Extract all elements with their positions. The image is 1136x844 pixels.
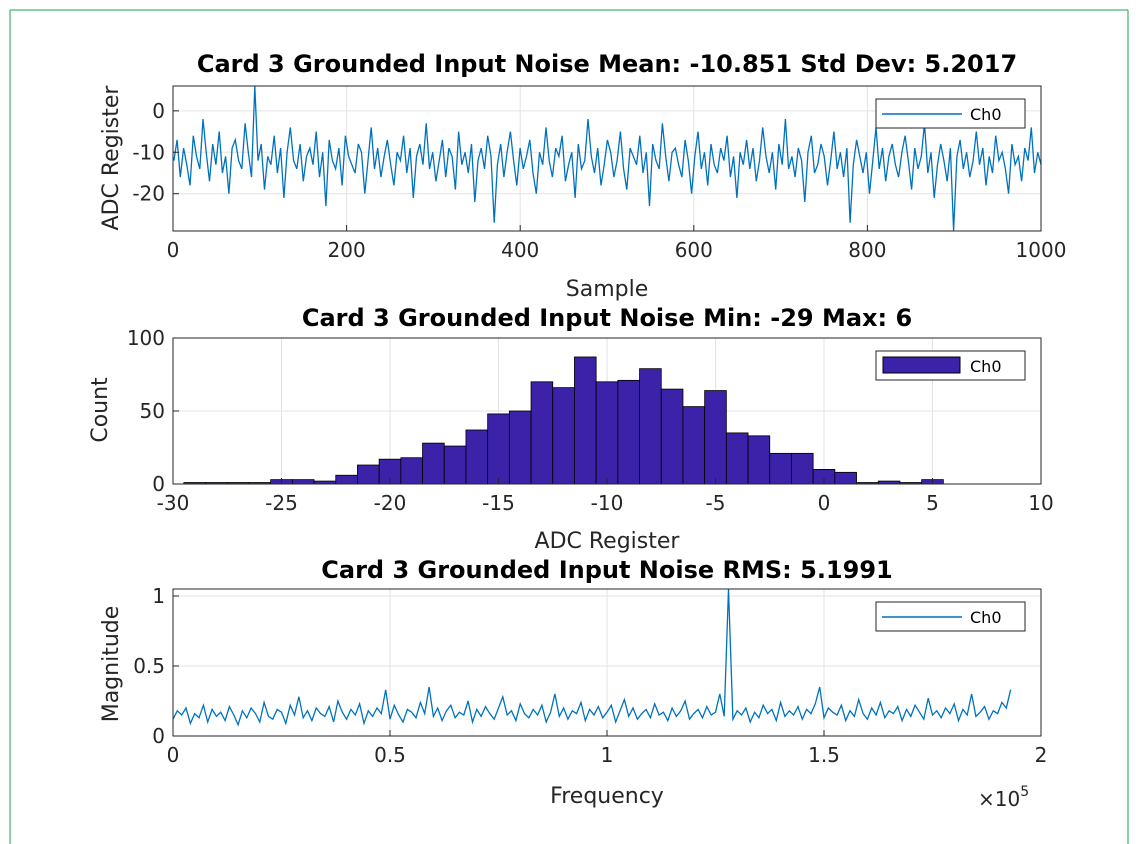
histogram-bar: [291, 479, 315, 485]
histogram-bar: [747, 435, 771, 485]
histogram-ytick-label: 0: [152, 472, 165, 496]
histogram-bar: [487, 413, 510, 485]
spectrum-xtick-label: 2: [1035, 743, 1048, 767]
time-series-xlabel: Sample: [566, 277, 649, 302]
histogram-bar: [682, 406, 706, 485]
time-series-ylabel: ADC Register: [99, 85, 124, 231]
spectrum-xtick-label: 0: [167, 743, 180, 767]
histogram-bar: [422, 442, 445, 485]
histogram-bar: [834, 471, 857, 485]
time-series-legend: Ch0: [875, 98, 1026, 129]
histogram-bar: [552, 387, 575, 485]
histogram-bar: [335, 474, 358, 485]
histogram-bar: [508, 410, 532, 485]
time-series-xtick-label: 200: [328, 238, 366, 262]
time-series-xtick-label: 0: [167, 238, 180, 262]
time-series-line-ch0: [173, 85, 1042, 232]
time-series-ytick-label: -20: [132, 182, 165, 206]
histogram-xtick-label: -10: [591, 491, 624, 515]
histogram-bar: [465, 429, 489, 485]
spectrum-ylabel: Magnitude: [99, 606, 124, 723]
histogram-legend: Ch0: [875, 350, 1026, 381]
histogram-ytick-label: 100: [127, 326, 165, 350]
histogram-bar: [530, 381, 554, 485]
histogram-ylabel: Count: [88, 377, 113, 443]
spectrum-panel: Card 3 Grounded Input Noise RMS: 5.1991 …: [99, 556, 1047, 811]
histogram-bar: [443, 445, 467, 485]
histogram-bar: [357, 464, 380, 485]
spectrum-title: Card 3 Grounded Input Noise RMS: 5.1991: [321, 556, 892, 584]
histogram-xtick-label: -20: [374, 491, 407, 515]
histogram-xtick-label: 10: [1028, 491, 1053, 515]
histogram-xlabel: ADC Register: [535, 529, 681, 554]
spectrum-xtick-label: 1: [601, 743, 614, 767]
histogram-bar: [791, 452, 814, 485]
time-series-xtick-label: 600: [675, 238, 713, 262]
histogram-title: Card 3 Grounded Input Noise Min: -29 Max…: [302, 304, 912, 332]
histogram-xtick-label: 5: [926, 491, 939, 515]
spectrum-line-ch0: [172, 588, 1012, 727]
histogram-bar: [769, 452, 792, 485]
time-series-title: Card 3 Grounded Input Noise Mean: -10.85…: [197, 50, 1017, 78]
histogram-ytick-label: 50: [140, 399, 165, 423]
histogram-legend-swatch: [882, 356, 961, 374]
spectrum-ytick-label: 0: [152, 724, 165, 748]
histogram-bar: [595, 381, 619, 485]
histogram-xtick-label: -30: [157, 491, 190, 515]
histogram-bar: [574, 356, 597, 485]
time-series-panel: Card 3 Grounded Input Noise Mean: -10.85…: [99, 50, 1066, 302]
histogram-bar: [725, 432, 749, 485]
time-series-xtick-label: 1000: [1016, 238, 1067, 262]
histogram-bar: [704, 390, 727, 485]
histogram-xtick-label: -5: [706, 491, 726, 515]
histogram-legend-label: Ch0: [970, 357, 1002, 376]
spectrum-ytick-label: 0.5: [133, 654, 165, 678]
spectrum-x-exponent: ×105: [978, 784, 1029, 811]
spectrum-xtick-label: 1.5: [808, 743, 840, 767]
spectrum-ytick-label: 1: [152, 584, 165, 608]
time-series-xtick-label: 400: [501, 238, 539, 262]
spectrum-legend-label: Ch0: [970, 608, 1002, 627]
time-series-xtick-label: 800: [848, 238, 886, 262]
histogram-xtick-label: 0: [818, 491, 831, 515]
spectrum-xtick-label: 0.5: [374, 743, 406, 767]
histogram-bar: [639, 368, 662, 485]
histogram-bar: [660, 388, 684, 485]
histogram-xtick-label: -25: [265, 491, 298, 515]
time-series-legend-label: Ch0: [970, 105, 1002, 124]
histogram-xtick-label: -15: [482, 491, 515, 515]
time-series-axes-box: [172, 85, 1042, 232]
histogram-bar: [617, 379, 640, 485]
histogram-bar: [400, 457, 423, 485]
time-series-ytick-label: -10: [132, 140, 165, 164]
histogram-panel: Card 3 Grounded Input Noise Min: -29 Max…: [88, 304, 1054, 554]
spectrum-legend: Ch0: [875, 601, 1026, 632]
spectrum-xlabel: Frequency: [550, 784, 664, 809]
time-series-ytick-label: 0: [152, 99, 165, 123]
